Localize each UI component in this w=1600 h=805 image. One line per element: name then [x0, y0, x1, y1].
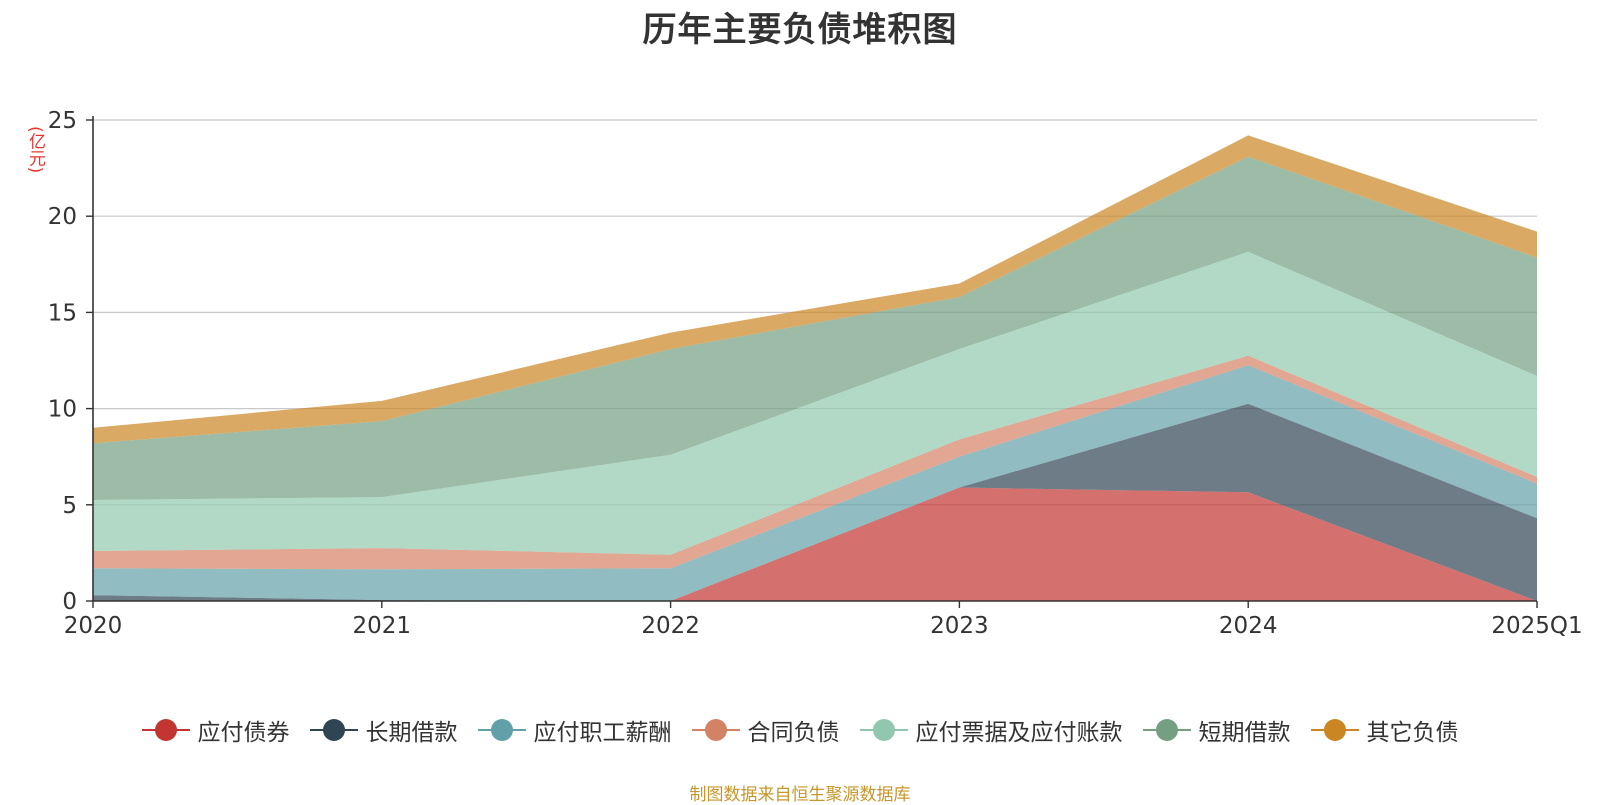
legend-marker-icon [309, 719, 358, 741]
legend-item[interactable]: 应付票据及应付账款 [859, 713, 1123, 747]
legend-marker-icon [859, 719, 908, 741]
y-tick-label: 15 [48, 300, 77, 326]
legend-marker-icon [477, 719, 526, 741]
area-series [93, 365, 1537, 601]
y-tick-label: 10 [48, 397, 77, 423]
x-tick-label: 2022 [641, 613, 700, 639]
y-axis-unit-label: (亿元) [25, 126, 45, 174]
y-tick-label: 0 [62, 589, 77, 615]
area-series [93, 251, 1537, 555]
x-tick-label: 2021 [353, 613, 412, 639]
area-series [93, 156, 1537, 500]
y-tick-label: 5 [62, 493, 77, 519]
y-tick-label: 25 [48, 108, 77, 134]
x-tick-label: 2020 [64, 613, 123, 639]
x-tick-label: 2024 [1219, 613, 1278, 639]
legend-item[interactable]: 长期借款 [309, 713, 458, 747]
legend-label: 短期借款 [1198, 720, 1291, 746]
legend-label: 应付票据及应付账款 [915, 720, 1123, 746]
legend-label: 应付职工薪酬 [533, 720, 672, 746]
legend-item[interactable]: 短期借款 [1142, 713, 1291, 747]
legend-marker-icon [141, 719, 190, 741]
legend-item[interactable]: 应付债券 [141, 713, 290, 747]
legend-item[interactable]: 其它负债 [1310, 713, 1459, 747]
x-tick-label: 2025Q1 [1491, 613, 1582, 639]
legend-label: 长期借款 [365, 720, 458, 746]
legend-label: 合同负债 [747, 720, 840, 746]
y-tick-label: 20 [48, 204, 77, 230]
data-source-note: 制图数据来自恒生聚源数据库 [689, 785, 911, 805]
area-series [93, 403, 1537, 601]
legend-item[interactable]: 合同负债 [691, 713, 840, 747]
chart-legend: 应付债券 长期借款 应付职工薪酬 合同负债 应付票据及应付账款 短期借款 其它负债 [0, 713, 1600, 747]
legend-item[interactable]: 应付职工薪酬 [477, 713, 672, 747]
legend-marker-icon [1142, 719, 1191, 741]
legend-label: 其它负债 [1366, 720, 1459, 746]
x-tick-label: 2023 [930, 613, 989, 639]
legend-marker-icon [691, 719, 740, 741]
chart-title: 历年主要负债堆积图 [642, 10, 958, 50]
legend-label: 应付债券 [197, 720, 290, 746]
legend-marker-icon [1310, 719, 1359, 741]
